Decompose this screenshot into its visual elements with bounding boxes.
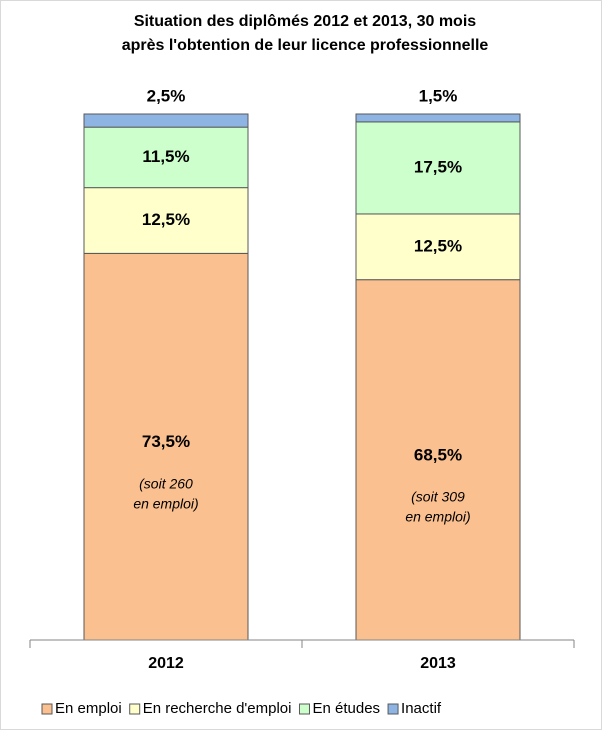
bar-segment [83, 126, 249, 189]
bar-segment [83, 252, 249, 641]
legend-label: En études [312, 700, 380, 717]
value-label: 12,5% [142, 210, 190, 229]
value-label: 17,5% [414, 157, 462, 176]
value-label: 68,5% [414, 445, 462, 464]
legend-label: En emploi [55, 700, 122, 717]
bar-segment [355, 213, 521, 281]
value-label: 1,5% [419, 86, 458, 105]
annotation: en emploi) [405, 509, 470, 525]
x-tick-label: 2012 [148, 655, 184, 672]
legend-swatch [387, 703, 399, 715]
chart-title: après l'obtention de leur licence profes… [122, 37, 489, 54]
bar-segment [355, 121, 521, 215]
value-label: 73,5% [142, 432, 190, 451]
legend-swatch [129, 703, 141, 715]
value-label: 2,5% [147, 86, 186, 105]
bar-segment [83, 113, 249, 128]
chart-title: Situation des diplômés 2012 et 2013, 30 … [134, 13, 476, 30]
legend-swatch [41, 703, 53, 715]
value-label: 12,5% [414, 236, 462, 255]
bar-segment [355, 279, 521, 641]
value-label: 11,5% [142, 147, 189, 166]
bar-segment [355, 113, 521, 123]
legend-label: Inactif [401, 700, 442, 717]
legend-swatch [298, 703, 310, 715]
legend-label: En recherche d'emploi [143, 700, 292, 717]
annotation: (soit 260 [139, 475, 193, 491]
x-tick-label: 2013 [420, 655, 456, 672]
annotation: en emploi) [133, 495, 198, 511]
annotation: (soit 309 [411, 489, 465, 505]
